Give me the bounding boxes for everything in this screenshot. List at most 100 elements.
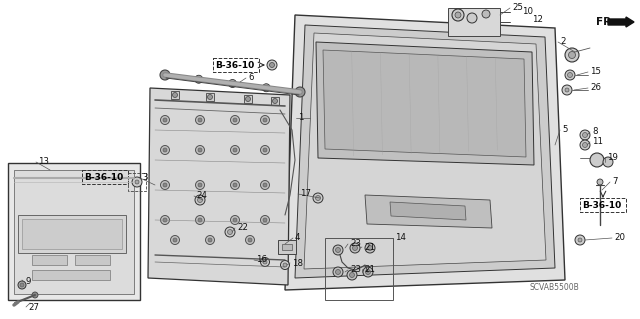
Text: 21: 21 [364,242,375,251]
Text: 26: 26 [590,84,601,93]
Circle shape [280,261,289,270]
Circle shape [161,145,170,154]
Text: B-36-10: B-36-10 [84,173,124,182]
Text: 20: 20 [614,234,625,242]
Circle shape [246,235,255,244]
Circle shape [163,183,167,187]
Text: 23: 23 [350,265,361,275]
Circle shape [597,179,603,185]
Circle shape [455,12,461,18]
Circle shape [295,87,305,97]
Polygon shape [285,15,565,290]
Circle shape [198,197,202,203]
Bar [18,215,126,253]
FancyArrow shape [608,17,634,27]
Text: 21: 21 [364,264,375,273]
Text: 27: 27 [28,302,39,311]
Bar [22,219,122,249]
Circle shape [367,246,372,250]
Circle shape [135,180,139,184]
Circle shape [267,60,277,70]
Circle shape [582,132,588,137]
Circle shape [160,70,170,80]
Circle shape [568,72,573,78]
Circle shape [227,229,232,234]
Text: 2: 2 [560,38,566,47]
Bar [213,58,259,72]
Circle shape [452,9,464,21]
Circle shape [575,235,585,245]
Text: 1: 1 [298,114,303,122]
Circle shape [161,216,170,225]
Circle shape [580,140,590,150]
Bar [32,255,67,265]
Text: 11: 11 [592,137,603,146]
Text: SCVAB5500B: SCVAB5500B [530,284,580,293]
Circle shape [263,183,267,187]
Circle shape [565,88,569,92]
Circle shape [263,260,267,264]
Circle shape [248,238,252,242]
Circle shape [353,246,358,250]
Circle shape [482,10,490,18]
Bar [448,8,500,36]
Circle shape [32,292,38,298]
Bar [128,173,146,191]
Circle shape [269,63,275,68]
Bar [271,97,279,105]
Bar [282,244,292,250]
Circle shape [580,130,590,140]
Text: 7: 7 [612,177,618,187]
Circle shape [565,48,579,62]
Circle shape [333,245,343,255]
Circle shape [263,148,267,152]
Text: 24: 24 [196,191,207,201]
Circle shape [163,118,167,122]
Circle shape [363,267,373,277]
Circle shape [195,75,203,83]
Circle shape [228,79,237,87]
Circle shape [260,181,269,189]
Circle shape [562,85,572,95]
Circle shape [582,143,588,147]
Text: 23: 23 [350,240,361,249]
Circle shape [195,145,205,154]
Circle shape [233,218,237,222]
Text: 5: 5 [562,125,568,135]
Text: B-36-10: B-36-10 [582,201,621,210]
Circle shape [195,216,205,225]
Circle shape [230,115,239,124]
Bar [206,93,214,101]
Circle shape [170,235,179,244]
Circle shape [163,148,167,152]
Text: 3: 3 [142,174,147,182]
Text: 25: 25 [512,4,523,12]
Circle shape [233,118,237,122]
Polygon shape [390,202,466,220]
Circle shape [283,263,287,267]
Bar [278,240,296,254]
Circle shape [207,94,212,100]
Circle shape [198,183,202,187]
Text: 12: 12 [532,16,543,25]
Polygon shape [148,88,290,285]
Circle shape [260,216,269,225]
Polygon shape [365,195,492,228]
Text: 9: 9 [26,278,31,286]
Circle shape [198,218,202,222]
Circle shape [198,148,202,152]
Text: FR.: FR. [596,17,616,27]
Polygon shape [323,50,526,157]
Circle shape [195,195,205,205]
Circle shape [467,13,477,23]
Circle shape [205,235,214,244]
Circle shape [195,115,205,124]
Circle shape [365,270,371,275]
Circle shape [233,183,237,187]
Circle shape [333,267,343,277]
Circle shape [590,153,604,167]
Circle shape [365,243,375,253]
Text: 6: 6 [248,73,253,83]
Polygon shape [295,25,555,278]
Circle shape [208,238,212,242]
